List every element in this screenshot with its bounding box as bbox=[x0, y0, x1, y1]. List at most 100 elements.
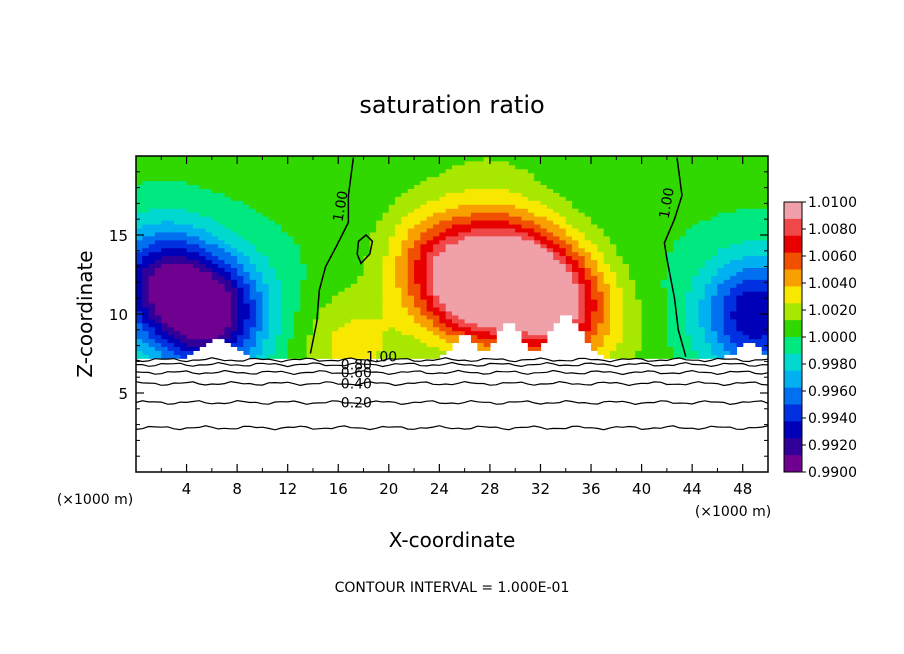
field-cell bbox=[603, 192, 611, 197]
field-cell bbox=[325, 184, 333, 189]
field-cell bbox=[515, 231, 523, 237]
field-cell bbox=[243, 255, 251, 261]
field-cell bbox=[717, 318, 725, 324]
field-cell bbox=[597, 271, 605, 276]
field-cell bbox=[249, 346, 257, 351]
field-cell bbox=[186, 259, 194, 265]
field-cell bbox=[477, 287, 485, 292]
field-cell bbox=[483, 310, 491, 316]
field-cell bbox=[243, 251, 251, 257]
field-cell bbox=[262, 314, 270, 320]
field-cell bbox=[243, 322, 251, 328]
field-cell bbox=[534, 338, 542, 344]
field-cell bbox=[331, 267, 339, 272]
field-cell bbox=[388, 302, 396, 308]
field-cell bbox=[148, 188, 156, 193]
field-cell bbox=[761, 247, 768, 253]
field-cell bbox=[230, 263, 238, 268]
field-cell bbox=[572, 275, 579, 280]
field-cell bbox=[578, 306, 586, 312]
field-cell bbox=[717, 180, 725, 186]
field-cell bbox=[635, 164, 643, 170]
field-cell bbox=[452, 180, 459, 186]
field-cell bbox=[363, 180, 371, 186]
field-cell bbox=[439, 318, 447, 324]
field-cell bbox=[591, 255, 598, 261]
field-cell bbox=[496, 204, 504, 209]
field-cell bbox=[578, 216, 586, 221]
field-cell bbox=[622, 259, 630, 265]
field-cell bbox=[331, 318, 339, 324]
field-cell bbox=[452, 334, 459, 340]
field-cell bbox=[237, 192, 245, 197]
field-cell bbox=[154, 334, 162, 340]
field-cell bbox=[287, 200, 295, 205]
field-cell bbox=[628, 255, 636, 261]
field-cell bbox=[218, 184, 226, 189]
field-cell bbox=[572, 267, 579, 272]
field-cell bbox=[338, 192, 346, 197]
field-cell bbox=[692, 314, 700, 320]
field-cell bbox=[395, 275, 403, 280]
field-cell bbox=[287, 208, 295, 213]
field-cell bbox=[407, 322, 415, 328]
field-cell bbox=[610, 330, 617, 336]
field-cell bbox=[496, 208, 504, 213]
field-cell bbox=[597, 212, 605, 217]
field-cell bbox=[673, 239, 681, 245]
field-cell bbox=[647, 168, 655, 174]
field-cell bbox=[224, 231, 232, 237]
field-cell bbox=[148, 231, 156, 237]
field-cell bbox=[287, 310, 295, 316]
field-cell bbox=[641, 200, 649, 205]
field-cell bbox=[673, 291, 681, 296]
field-cell bbox=[218, 322, 226, 328]
field-cell bbox=[477, 255, 485, 261]
field-cell bbox=[508, 219, 516, 225]
field-cell bbox=[420, 227, 428, 233]
field-cell bbox=[186, 184, 194, 189]
field-cell bbox=[420, 283, 428, 288]
field-cell bbox=[452, 184, 459, 189]
field-cell bbox=[154, 231, 162, 237]
field-cell bbox=[357, 227, 365, 233]
field-cell bbox=[186, 350, 194, 355]
field-cell bbox=[281, 302, 289, 308]
field-cell bbox=[414, 196, 421, 201]
field-cell bbox=[559, 243, 567, 249]
field-cell bbox=[603, 267, 611, 272]
field-cell bbox=[692, 255, 700, 261]
field-cell bbox=[312, 216, 320, 221]
field-cell bbox=[679, 267, 687, 272]
field-cell bbox=[742, 196, 750, 201]
field-cell bbox=[319, 176, 327, 182]
field-cell bbox=[407, 283, 415, 288]
field-cell bbox=[256, 156, 263, 162]
field-cell bbox=[603, 354, 611, 359]
field-cell bbox=[622, 243, 630, 249]
field-cell bbox=[698, 259, 706, 265]
field-cell bbox=[407, 156, 415, 162]
field-cell bbox=[350, 310, 358, 316]
field-cell bbox=[281, 212, 289, 217]
field-cell bbox=[426, 164, 434, 170]
field-cell bbox=[180, 295, 188, 300]
field-cell bbox=[578, 295, 586, 300]
field-cell bbox=[300, 188, 308, 193]
field-cell bbox=[654, 275, 662, 280]
field-cell bbox=[736, 184, 744, 189]
field-cell bbox=[312, 239, 320, 245]
field-cell bbox=[508, 275, 516, 280]
field-cell bbox=[148, 164, 156, 170]
field-cell bbox=[268, 263, 276, 268]
field-cell bbox=[363, 338, 371, 344]
field-cell bbox=[414, 216, 421, 221]
field-cell bbox=[281, 342, 289, 347]
field-cell bbox=[742, 223, 750, 229]
field-cell bbox=[654, 255, 662, 261]
field-cell bbox=[395, 271, 403, 276]
field-cell bbox=[199, 247, 207, 253]
field-cell bbox=[281, 216, 289, 221]
field-cell bbox=[154, 227, 162, 233]
field-cell bbox=[572, 227, 579, 233]
